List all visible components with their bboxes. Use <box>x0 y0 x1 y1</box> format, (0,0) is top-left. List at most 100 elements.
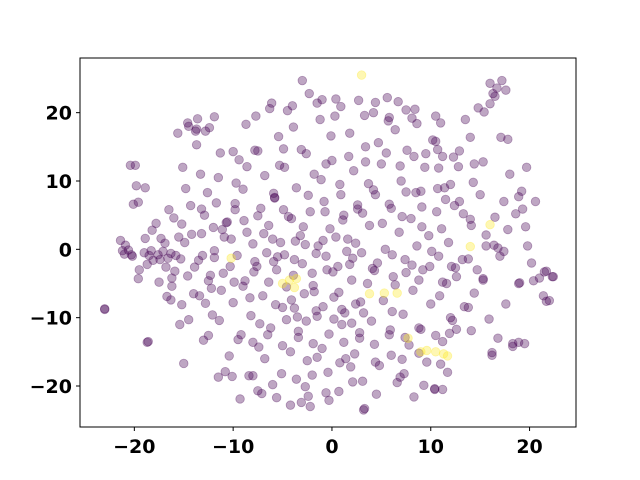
scatter-point-series0-374 <box>437 151 448 162</box>
scatter-point-series0-332 <box>99 304 110 314</box>
scatter-point-series0-272 <box>231 178 241 188</box>
scatter-point-series0-169 <box>441 278 452 289</box>
scatter-point-series0-448 <box>431 330 441 341</box>
scatter-point-series0-445 <box>385 325 395 335</box>
scatter-point-series1-10 <box>416 347 426 357</box>
scatter-point-series0-371 <box>465 132 475 142</box>
scatter-point-series0-365 <box>501 85 511 95</box>
scatter-point-series0-153 <box>410 104 420 114</box>
scatter-point-series0-110 <box>325 224 335 234</box>
scatter-point-series0-455 <box>301 316 311 326</box>
scatter-point-series0-213 <box>170 266 180 276</box>
scatter-point-series0-279 <box>397 354 407 365</box>
scatter-point-series0-367 <box>513 192 524 202</box>
scatter-point-series0-206 <box>538 291 549 301</box>
scatter-point-series0-149 <box>402 145 412 155</box>
scatter-point-series0-281 <box>444 328 455 339</box>
scatter-point-series0-62 <box>230 204 240 215</box>
scatter-point-series0-438 <box>277 340 288 351</box>
scatter-point-series0-16 <box>148 255 158 265</box>
scatter-point-series0-356 <box>493 243 503 253</box>
scatter-point-series0-161 <box>426 299 436 309</box>
scatter-point-series0-460 <box>311 248 321 259</box>
scatter-point-series0-8 <box>133 197 143 207</box>
scatter-point-series0-123 <box>350 299 361 309</box>
scatter-point-series0-402 <box>286 295 297 305</box>
scatter-point-series0-280 <box>421 148 431 159</box>
scatter-point-series0-424 <box>303 190 313 201</box>
scatter-point-series0-48 <box>205 270 216 281</box>
scatter-point-series0-38 <box>188 289 199 299</box>
scatter-point-series0-105 <box>315 114 325 125</box>
scatter-point-series0-215 <box>189 262 200 272</box>
scatter-point-series0-416 <box>463 254 474 264</box>
scatter-point-series0-309 <box>384 112 394 123</box>
scatter-point-series0-69 <box>244 371 254 381</box>
scatter-point-series0-286 <box>268 188 279 199</box>
scatter-point-series0-142 <box>388 271 398 282</box>
scatter-point-series0-177 <box>463 302 474 313</box>
scatter-point-series0-7 <box>131 181 142 191</box>
scatter-point-series0-221 <box>249 267 259 277</box>
scatter-point-series0-343 <box>430 384 440 394</box>
scatter-point-series0-196 <box>505 169 515 179</box>
scatter-point-series1-14 <box>442 351 453 361</box>
scatter-point-series0-217 <box>209 252 220 263</box>
scatter-point-series0-178 <box>466 220 476 231</box>
scatter-point-series0-46 <box>202 187 213 198</box>
scatter-point-series0-298 <box>330 111 340 121</box>
scatter-point-series0-405 <box>322 265 332 275</box>
scatter-point-series1-3 <box>284 275 295 285</box>
scatter-point-series0-362 <box>479 107 489 117</box>
scatter-point-series0-27 <box>169 213 179 223</box>
scatter-point-series0-47 <box>204 122 215 133</box>
scatter-point-series0-20 <box>156 233 166 244</box>
scatter-point-series0-75 <box>256 203 266 214</box>
scatter-point-series0-127 <box>358 405 369 415</box>
scatter-point-series0-354 <box>503 224 513 235</box>
scatter-point-series0-267 <box>454 146 465 156</box>
scatter-point-series0-117 <box>339 210 349 220</box>
scatter-point-series0-158 <box>420 162 430 173</box>
scatter-point-series0-116 <box>337 319 347 330</box>
x-axis-ticks: −20 −10 0 10 20 <box>113 427 543 458</box>
scatter-point-series0-114 <box>333 261 343 272</box>
scatter-point-series0-235 <box>387 250 397 260</box>
scatter-point-series0-464 <box>290 236 301 246</box>
scatter-point-series0-126 <box>356 248 367 258</box>
scatter-point-series1-8 <box>392 288 402 298</box>
scatter-point-series0-452 <box>337 304 347 315</box>
scatter-point-series0-172 <box>448 152 459 162</box>
scatter-point-series0-6 <box>127 251 138 261</box>
scatter-point-series0-457 <box>281 315 292 325</box>
scatter-point-series0-118 <box>341 353 351 364</box>
scatter-point-series0-255 <box>312 98 322 108</box>
scatter-point-series0-37 <box>186 229 197 240</box>
scatter-point-series0-2 <box>119 249 130 259</box>
scatter-point-series0-18 <box>153 250 163 260</box>
scatter-point-series0-436 <box>248 337 258 347</box>
scatter-point-series0-10 <box>139 248 149 258</box>
scatter-point-series0-208 <box>544 295 555 306</box>
scatter-point-series0-81 <box>267 379 278 390</box>
scatter-point-series0-389 <box>360 157 371 167</box>
scatter-point-series0-136 <box>376 159 387 169</box>
scatter-point-series0-347 <box>513 337 524 347</box>
scatter-point-series0-44 <box>198 335 209 345</box>
scatter-point-series0-5 <box>125 160 136 170</box>
scatter-point-series0-35 <box>182 118 193 128</box>
scatter-point-series0-1 <box>115 235 126 246</box>
scatter-point-series0-238 <box>417 222 427 232</box>
scatter-point-series0-382 <box>228 146 238 157</box>
scatter-point-series0-121 <box>347 275 357 285</box>
scatter-point-series0-446 <box>400 332 410 343</box>
scatter-point-series0-412 <box>414 275 424 285</box>
scatter-point-series0-231 <box>348 253 358 263</box>
scatter-point-series0-377 <box>440 194 451 205</box>
scatter-point-series0-288 <box>316 174 326 185</box>
scatter-point-series0-307 <box>353 95 364 106</box>
scatter-point-series0-112 <box>329 292 339 302</box>
scatter-point-series0-132 <box>368 107 379 118</box>
scatter-point-series0-152 <box>408 285 418 296</box>
scatter-point-series0-63 <box>232 250 242 261</box>
